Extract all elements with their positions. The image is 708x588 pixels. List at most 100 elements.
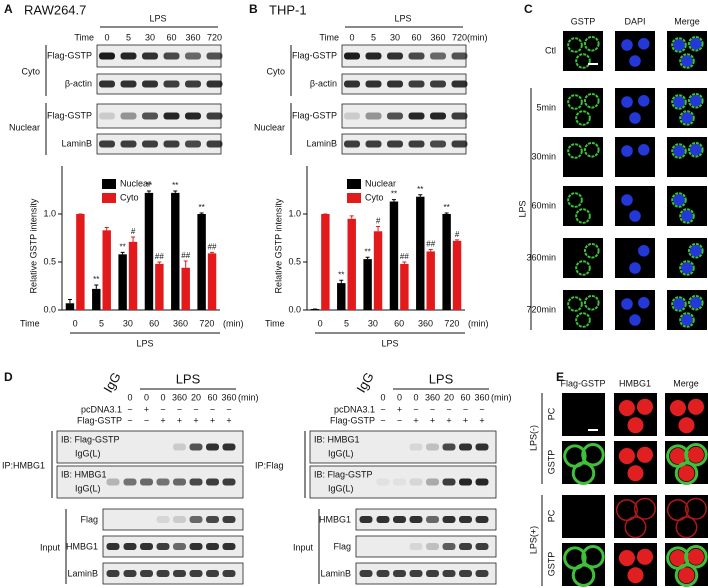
band — [387, 52, 403, 60]
bar — [65, 303, 75, 310]
bar — [155, 263, 164, 310]
band — [365, 80, 382, 88]
time-label: Time — [319, 32, 339, 42]
blot — [341, 73, 467, 95]
time: 720 — [452, 32, 467, 42]
band — [173, 443, 186, 451]
x-tick-label: 60 — [149, 318, 159, 328]
time: 0 — [104, 32, 109, 42]
micrograph — [615, 137, 655, 177]
condition-sign: + — [479, 415, 484, 425]
band — [344, 80, 360, 88]
cell-edge — [675, 516, 698, 539]
band — [222, 516, 236, 523]
condition-sign: + — [226, 415, 231, 425]
band — [99, 140, 115, 148]
time: 0 — [397, 392, 402, 402]
blot-label: LaminB — [67, 568, 98, 578]
x-tick-label: 5 — [344, 318, 349, 328]
band — [359, 570, 373, 577]
time: 360 — [474, 392, 489, 402]
band — [106, 478, 120, 486]
row-label: 720min — [526, 304, 556, 314]
band — [206, 516, 219, 523]
significance: ## — [426, 240, 435, 249]
x-tick-label: 5 — [99, 318, 104, 328]
band — [387, 80, 403, 88]
nucleus — [627, 417, 644, 434]
band — [163, 80, 180, 88]
ib-label: IgG(L) — [328, 483, 354, 493]
nucleus — [690, 245, 702, 257]
bar — [321, 214, 330, 310]
band — [442, 543, 456, 550]
band — [156, 570, 170, 577]
input-label: Input — [40, 542, 61, 552]
scale-bar — [588, 63, 598, 65]
blot-label: HMBG1 — [66, 541, 98, 551]
x-row-label: Time — [265, 318, 285, 328]
nucleus — [629, 262, 641, 274]
cell-edge — [674, 461, 699, 485]
band — [393, 516, 406, 523]
micrograph — [563, 88, 603, 128]
band — [409, 478, 423, 486]
band — [475, 478, 489, 486]
error-bar — [391, 199, 396, 202]
x-tick-label: 360 — [418, 318, 433, 328]
band — [120, 140, 137, 148]
cell-edge — [684, 497, 707, 520]
band — [409, 570, 423, 577]
bar — [337, 283, 346, 310]
error-bar — [455, 239, 460, 241]
significance: ** — [417, 185, 423, 194]
condition-sign: + — [144, 404, 149, 414]
band — [156, 516, 170, 523]
band — [408, 52, 425, 60]
blot-label: Flag — [333, 541, 351, 551]
x-unit: (min) — [468, 318, 489, 328]
cell-edge — [575, 260, 591, 276]
time: 360 — [185, 32, 200, 42]
error-bar — [146, 190, 151, 193]
fraction-label: Cyto — [21, 66, 40, 76]
band — [140, 570, 153, 577]
blot-label: Flag-GSTP — [47, 50, 92, 60]
band — [426, 443, 439, 451]
condition-sign: − — [463, 404, 468, 414]
bar — [118, 254, 127, 310]
blot — [102, 508, 244, 531]
band — [459, 570, 472, 577]
cell-edge — [688, 93, 704, 109]
band — [142, 80, 158, 88]
band — [459, 543, 472, 550]
band — [185, 112, 201, 120]
band — [222, 443, 236, 451]
time: 0 — [413, 392, 418, 402]
error-bar — [418, 194, 423, 197]
band — [120, 52, 137, 60]
band — [344, 112, 360, 120]
cell-edge — [567, 37, 583, 53]
error-bar — [339, 279, 344, 284]
bar — [416, 196, 425, 310]
panel-title: RAW264.7 — [24, 2, 86, 17]
treatment: LPS — [394, 13, 411, 23]
condition-sign: + — [463, 415, 468, 425]
cell-edge — [679, 208, 695, 224]
ib-label: IB: Flag-GSTP — [61, 434, 120, 444]
row-label: 360min — [526, 252, 556, 262]
row-label: GSTP — [546, 552, 556, 577]
band — [140, 478, 153, 486]
band — [365, 140, 382, 148]
band — [442, 443, 456, 451]
nucleus — [673, 39, 685, 51]
band — [387, 140, 403, 148]
nucleus — [629, 112, 641, 124]
cell-edge — [581, 545, 605, 569]
significance: # — [131, 227, 136, 236]
ib-label: IB: HMBG1 — [314, 434, 360, 444]
significance: ** — [146, 181, 152, 190]
time: 5 — [371, 32, 376, 42]
